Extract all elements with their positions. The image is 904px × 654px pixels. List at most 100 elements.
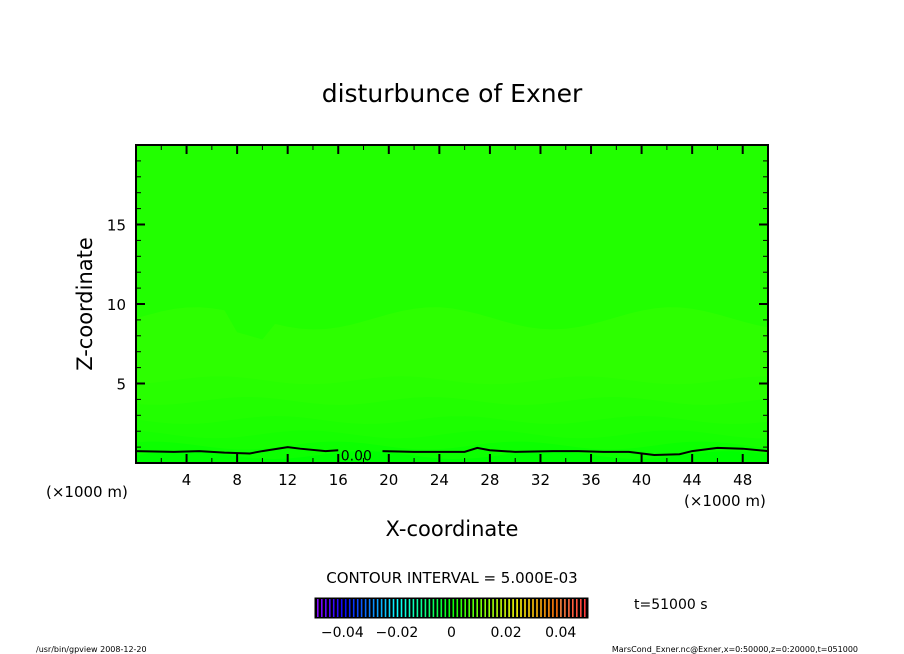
x-tick-label: 4 — [182, 471, 192, 489]
contour-field — [136, 145, 768, 463]
y-tick-label: 5 — [116, 376, 126, 394]
colorbar-swatch — [576, 599, 578, 617]
colorbar-swatch — [548, 599, 550, 617]
colorbar-swatch — [392, 599, 395, 617]
colorbar-swatch — [580, 599, 582, 617]
colorbar-swatch — [408, 599, 411, 617]
colorbar-swatch — [384, 599, 387, 617]
colorbar-swatch — [476, 599, 478, 617]
colorbar-tick-label: 0.02 — [491, 625, 522, 641]
colorbar-swatch — [332, 599, 335, 617]
colorbar-swatch — [388, 599, 391, 617]
colorbar-swatch — [504, 599, 506, 617]
x-tick-label: 12 — [278, 471, 297, 489]
colorbar-tick-label: 0 — [447, 625, 456, 641]
colorbar-swatch — [412, 599, 415, 617]
colorbar-swatch — [536, 599, 538, 617]
colorbar-swatch — [464, 599, 466, 617]
x-unit-left: (×1000 m) — [46, 483, 128, 501]
colorbar-swatch — [340, 599, 343, 617]
field-band — [136, 451, 768, 463]
y-tick-label: 15 — [107, 217, 126, 235]
colorbar-swatch — [456, 599, 459, 617]
colorbar-swatch — [568, 599, 570, 617]
x-tick-label: 28 — [480, 471, 499, 489]
colorbar-swatch — [364, 599, 367, 617]
colorbar-swatch — [329, 599, 331, 617]
colorbar-swatch — [424, 599, 427, 617]
y-axis-label: Z-coordinate — [73, 237, 97, 371]
colorbar-background — [315, 598, 588, 618]
colorbar-swatch — [404, 599, 407, 617]
colorbar-swatch — [448, 599, 451, 617]
colorbar-swatch — [348, 599, 351, 617]
colorbar-swatch — [584, 599, 586, 617]
contour-interval: CONTOUR INTERVAL = 5.000E-03 — [326, 569, 577, 587]
colorbar-swatch — [472, 599, 474, 617]
colorbar-swatch — [344, 599, 347, 617]
x-tick-label: 44 — [683, 471, 702, 489]
colorbar-swatch — [520, 599, 522, 617]
colorbar-ticks: −0.04 −0.02 0 0.02 0.04 — [321, 625, 577, 641]
colorbar-tick-label: −0.02 — [375, 625, 418, 641]
colorbar-swatch — [452, 599, 455, 617]
colorbar-swatch — [500, 599, 502, 617]
footer-right: MarsCond_Exner.nc@Exner,x=0:50000,z=0:20… — [612, 645, 858, 654]
colorbar-swatch — [440, 599, 443, 617]
chart-title: disturbunce of Exner — [322, 79, 583, 108]
colorbar-swatch — [420, 599, 423, 617]
colorbar-swatch — [396, 599, 399, 617]
colorbar-swatch — [544, 599, 546, 617]
colorbar-swatch — [512, 599, 514, 617]
x-tick-label: 40 — [632, 471, 651, 489]
colorbar-frame — [314, 597, 589, 619]
colorbar-swatch — [360, 599, 363, 617]
y-tick-label: 10 — [107, 296, 126, 314]
colorbar-swatch — [336, 599, 339, 617]
x-axis-label: X-coordinate — [386, 517, 519, 541]
contour-line-zero — [382, 446, 769, 457]
colorbar-swatch — [552, 599, 554, 617]
colorbar-swatch — [372, 599, 375, 617]
colorbar — [315, 598, 588, 618]
x-unit-right: (×1000 m) — [684, 492, 766, 510]
colorbar-swatch — [508, 599, 510, 617]
contour-label: 0.00 — [341, 449, 372, 465]
colorbar-swatch — [352, 599, 355, 617]
x-tick-label: 48 — [733, 471, 752, 489]
colorbar-swatch — [560, 599, 562, 617]
colorbar-swatch — [496, 599, 498, 617]
colorbar-swatch — [468, 599, 470, 617]
colorbar-swatch — [444, 599, 447, 617]
colorbar-swatch — [528, 599, 530, 617]
colorbar-swatch — [416, 599, 419, 617]
footer-left: /usr/bin/gpview 2008-12-20 — [36, 645, 147, 654]
colorbar-swatch — [325, 599, 327, 617]
x-tick-label: 16 — [329, 471, 348, 489]
x-tick-label: 32 — [531, 471, 550, 489]
colorbar-swatch — [492, 599, 494, 617]
x-tick-label: 24 — [430, 471, 449, 489]
colorbar-swatch — [432, 599, 435, 617]
colorbar-tick-label: −0.04 — [321, 625, 364, 641]
colorbar-swatch — [564, 599, 566, 617]
colorbar-tick-label: 0.04 — [545, 625, 576, 641]
colorbar-swatch — [376, 599, 379, 617]
colorbar-swatch — [540, 599, 542, 617]
contour-lines: 0.00 — [135, 446, 769, 465]
colorbar-swatch — [380, 599, 383, 617]
colorbar-swatch — [436, 599, 439, 617]
colorbar-swatch — [572, 599, 574, 617]
colorbar-swatch — [428, 599, 431, 617]
colorbar-swatch — [488, 599, 490, 617]
colorbar-swatch — [368, 599, 371, 617]
time-label: t=51000 s — [634, 597, 708, 613]
x-tick-label: 20 — [379, 471, 398, 489]
colorbar-swatch — [532, 599, 534, 617]
colorbar-swatch — [460, 599, 463, 617]
colorbar-swatch — [484, 599, 486, 617]
colorbar-swatch — [400, 599, 403, 617]
colorbar-swatch — [321, 599, 323, 617]
